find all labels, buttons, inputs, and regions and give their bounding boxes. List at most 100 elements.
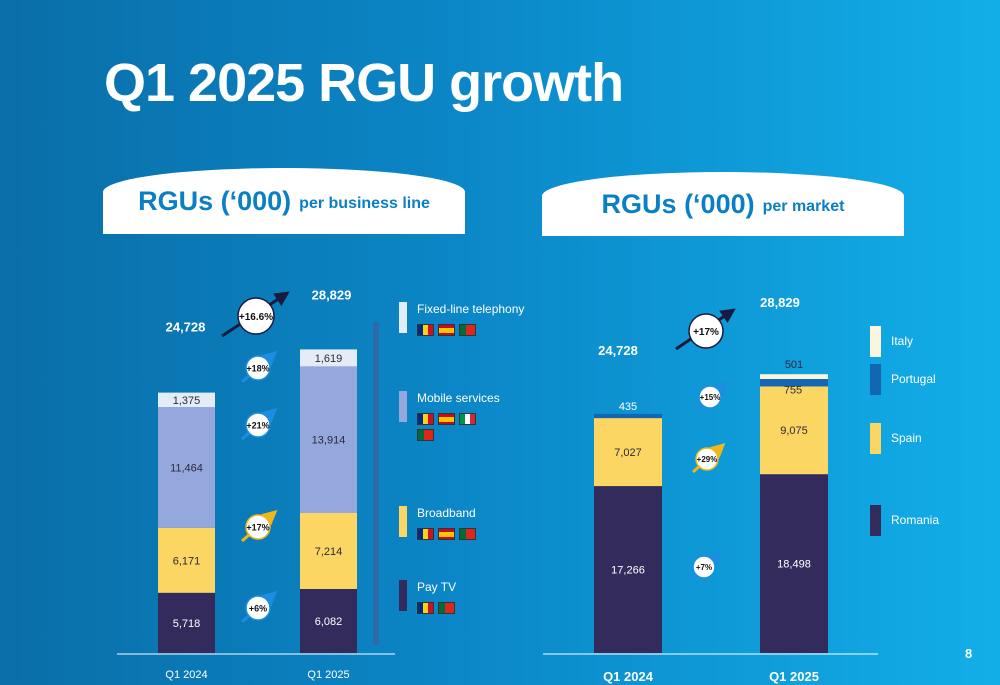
left-bar-segment	[300, 589, 357, 653]
left-legend-item: Mobile services	[399, 391, 500, 441]
left-total-label: 24,728	[166, 320, 206, 335]
growth-label: +21%	[246, 421, 269, 431]
left-panel-header-sub: per business line	[299, 195, 430, 212]
total-growth-badge	[237, 297, 275, 335]
right-data-label: 9,075	[780, 425, 808, 437]
left-data-label: 11,464	[170, 463, 203, 475]
right-data-label: 17,266	[611, 565, 645, 577]
growth-badge	[695, 447, 719, 471]
portugal-flag-icon	[459, 528, 476, 540]
legend-label: Romania	[891, 513, 940, 527]
right-panel-header: RGUs (‘000) per market	[542, 172, 904, 236]
right-panel-header-sub: per market	[762, 198, 845, 215]
romania-flag-icon	[417, 602, 434, 614]
left-panel-header-main: RGUs (‘000)	[138, 185, 292, 216]
legend-label: Broadband	[417, 506, 476, 520]
portugal-flag-icon	[459, 324, 476, 336]
left-total-label: 28,829	[312, 287, 352, 302]
left-category-label: Q1 2024	[165, 669, 207, 681]
growth-badge	[245, 355, 271, 381]
right-data-label: 435	[619, 401, 637, 413]
right-legend-item: Portugal	[870, 364, 936, 395]
spain-flag-icon	[438, 413, 455, 425]
left-data-label: 1,375	[173, 395, 201, 407]
legend-label: Spain	[891, 431, 922, 445]
left-data-label: 7,214	[315, 546, 343, 558]
total-growth-badge	[688, 313, 724, 349]
spain-flag-icon	[438, 324, 455, 336]
legend-swatch	[870, 326, 881, 357]
left-data-label: 5,718	[173, 618, 201, 630]
legend-flags	[417, 324, 487, 336]
right-panel-header-main: RGUs (‘000)	[601, 188, 755, 219]
left-panel-header: RGUs (‘000) per business line	[103, 168, 465, 234]
left-bar-segment	[300, 349, 357, 367]
romania-flag-icon	[417, 324, 434, 336]
left-data-label: 6,082	[315, 616, 343, 628]
left-bar-segment	[158, 527, 215, 593]
right-data-label: 7,027	[614, 447, 642, 459]
right-bar-segment	[760, 474, 828, 653]
legend-label: Fixed-line telephony	[417, 302, 525, 316]
right-total-label: 28,829	[760, 295, 800, 310]
growth-label: +15%	[700, 393, 721, 402]
right-legend-item: Spain	[870, 423, 922, 454]
legend-label: Mobile services	[417, 391, 500, 405]
legend-flags	[417, 528, 487, 540]
growth-badge	[245, 595, 271, 621]
romania-flag-icon	[417, 528, 434, 540]
legend-swatch	[870, 423, 881, 454]
legend-flags	[417, 413, 487, 441]
legend-swatch	[399, 302, 407, 333]
left-data-label: 1,619	[315, 353, 343, 365]
right-total-label: 24,728	[598, 343, 638, 358]
right-bar-segment	[594, 486, 662, 653]
spain-flag-icon	[438, 528, 455, 540]
legend-label: Portugal	[891, 372, 936, 386]
left-bar-segment	[158, 392, 215, 408]
left-legend-item: Fixed-line telephony	[399, 302, 524, 336]
legend-label: Pay TV	[417, 580, 457, 594]
portugal-flag-icon	[438, 602, 455, 614]
right-legend-item: Italy	[870, 326, 913, 357]
romania-flag-icon	[417, 413, 434, 425]
legend-swatch	[399, 580, 407, 611]
right-category-label: Q1 2024	[603, 669, 654, 684]
left-bar-segment	[158, 407, 215, 528]
growth-badge	[692, 555, 716, 579]
legend-swatch	[399, 506, 407, 537]
total-growth-label: +16.6%	[239, 312, 273, 323]
portugal-flag-icon	[417, 429, 434, 441]
growth-badge	[698, 385, 722, 409]
left-bar-segment	[300, 366, 357, 513]
growth-label: +29%	[697, 455, 718, 464]
growth-label: +17%	[246, 523, 269, 533]
right-bar-segment	[760, 386, 828, 475]
right-bar-segment	[594, 418, 662, 487]
right-bar-segment	[760, 379, 828, 387]
left-bar-segment	[300, 513, 357, 589]
italy-flag-icon	[459, 413, 476, 425]
page-title: Q1 2025 RGU growth	[104, 53, 624, 113]
right-data-label: 18,498	[777, 559, 811, 571]
right-bar-segment	[760, 374, 828, 379]
legend-swatch	[870, 364, 881, 395]
legend-swatch	[870, 505, 881, 536]
left-bar-segment	[158, 592, 215, 653]
right-category-label: Q1 2025	[769, 669, 819, 684]
growth-label: +6%	[249, 604, 267, 614]
right-legend-item: Romania	[870, 505, 939, 536]
legend-flags	[417, 602, 487, 614]
right-data-label: 755	[784, 384, 802, 396]
left-data-label: 6,171	[173, 555, 201, 567]
right-data-label: 501	[785, 359, 803, 371]
left-category-label: Q1 2025	[307, 669, 349, 681]
legend-swatch	[399, 391, 407, 422]
page-number: 8	[965, 646, 973, 661]
right-chart-market: 17,266 7,027 435 24,728 Q1 2024 18,498 9,075 75…	[543, 295, 878, 684]
growth-badge	[245, 412, 271, 438]
growth-label: +7%	[696, 563, 712, 572]
left-legend-item: Pay TV	[399, 580, 487, 614]
growth-badge	[245, 514, 271, 540]
